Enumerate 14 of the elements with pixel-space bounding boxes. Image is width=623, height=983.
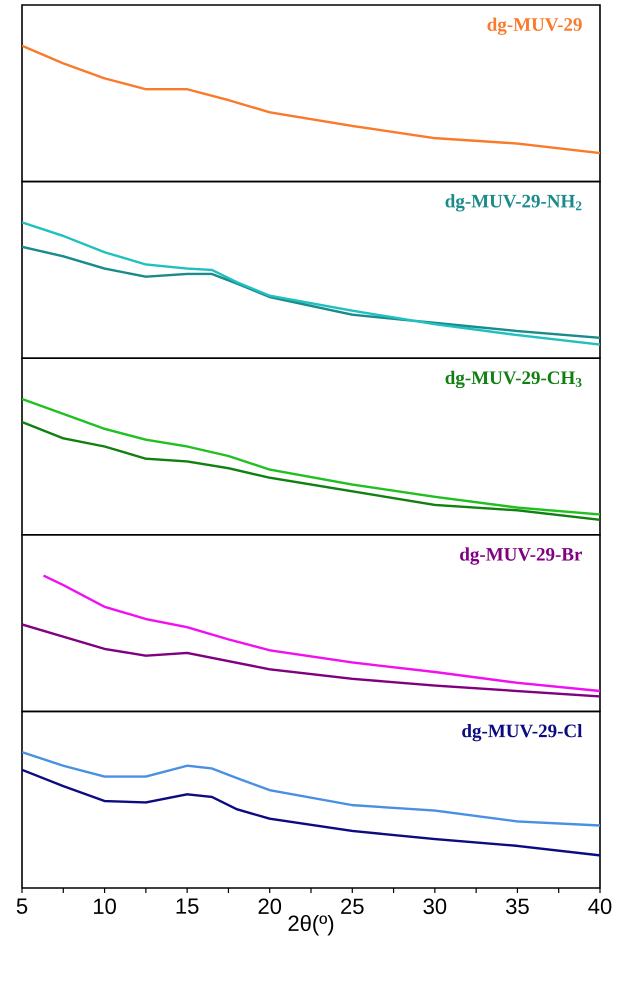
text: dg-MUV-29	[488, 18, 582, 35]
text: dg-MUV-29-CH$_{3}$	[446, 370, 582, 388]
text: dg-MUV-29-NH$_{2}$	[446, 194, 582, 212]
x-tick-label: 30	[423, 898, 446, 914]
x-axis-title: 2θ(º)	[288, 914, 334, 936]
x-tick-label: 20	[258, 898, 282, 914]
x-tick-label: 5	[16, 898, 28, 914]
x-tick-label: 35	[506, 898, 529, 914]
x-tick-label: 15	[176, 898, 198, 914]
x-tick-label: 25	[341, 898, 364, 914]
text: dg-MUV-29-Cl	[462, 724, 582, 742]
x-tick-label: 10	[94, 898, 116, 914]
text: dg-MUV-29-Br	[460, 547, 582, 565]
x-tick-label: 40	[588, 898, 612, 914]
